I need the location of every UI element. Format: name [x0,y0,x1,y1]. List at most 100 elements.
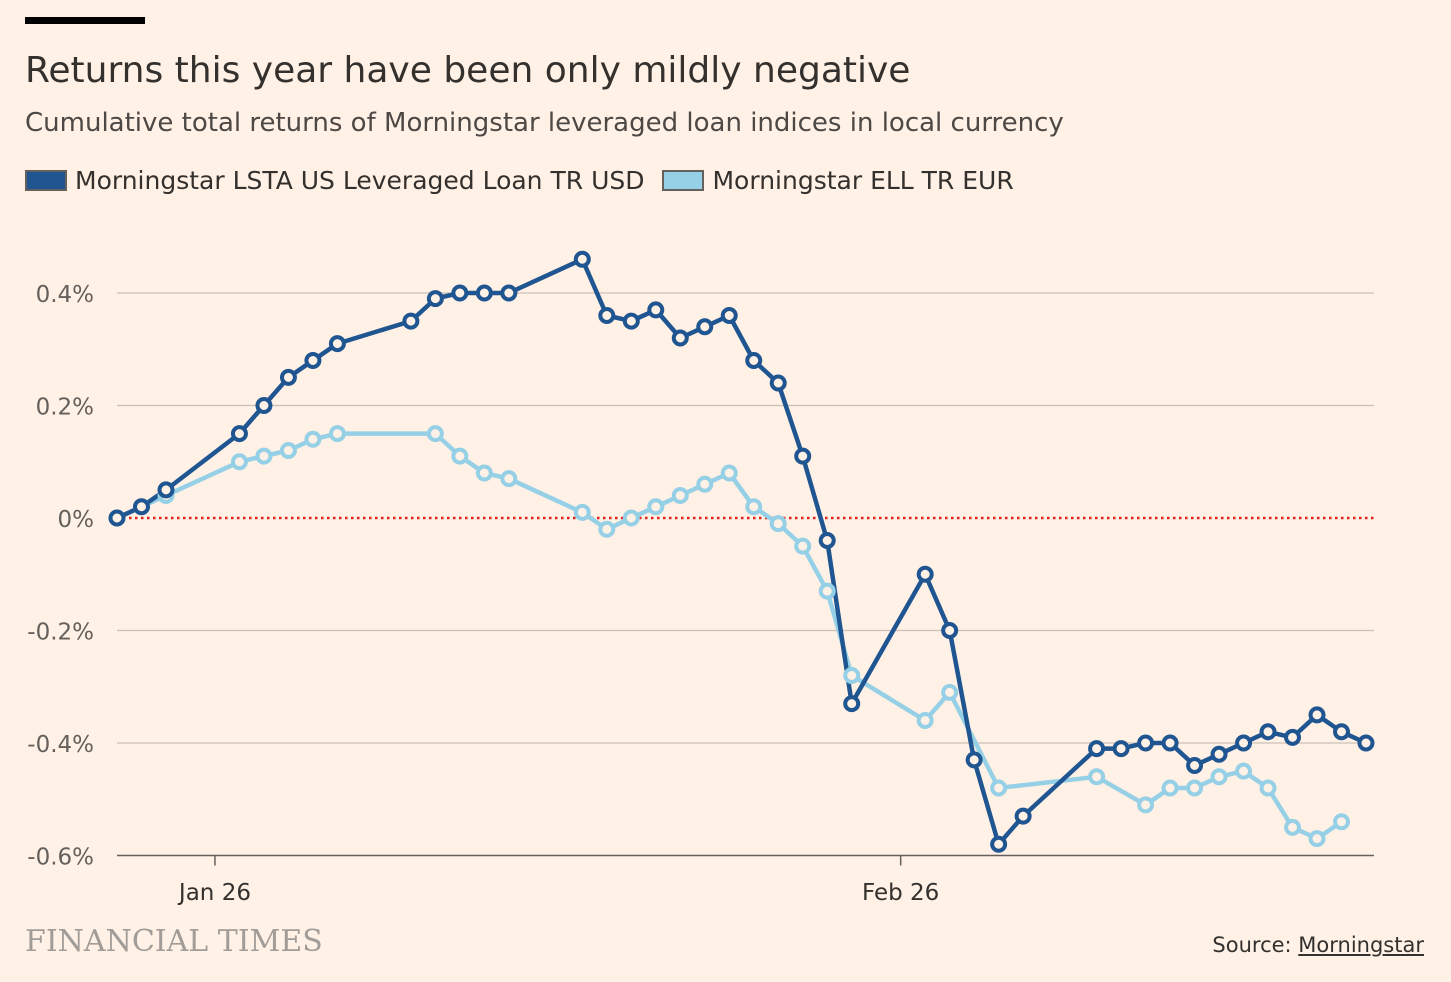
data-point-usd [1259,723,1277,741]
data-point-usd [108,509,126,527]
top-bar-decoration [25,17,145,24]
data-point-eur [1259,779,1277,797]
data-point-eur [990,779,1008,797]
data-point-eur [671,487,689,504]
data-point-usd [916,565,934,583]
series-line-usd [116,257,1367,847]
data-point-eur [720,464,738,482]
data-point-usd [475,284,493,302]
data-point-eur [1235,762,1253,780]
data-point-usd [1308,706,1326,724]
data-point-usd [1284,728,1302,746]
data-point-usd [426,290,444,308]
data-point-eur [573,503,591,521]
data-point-usd [965,751,983,769]
chart-title: Returns this year have been only mildly … [25,50,911,91]
data-point-usd [1333,723,1350,741]
data-point-usd [794,447,812,465]
data-point-usd [843,695,861,713]
series-line-eur [116,431,1343,841]
y-tick-label: -0.4% [27,732,94,758]
y-tick-label: 0.4% [36,282,94,308]
data-point-eur [1333,813,1350,831]
data-point-eur [279,442,297,459]
data-point-eur [304,430,322,448]
y-tick-label: 0% [58,507,95,533]
legend-label-usd: Morningstar LSTA US Leveraged Loan TR US… [75,166,645,195]
data-point-eur [328,425,346,443]
data-point-usd [1186,757,1204,774]
legend-label-eur: Morningstar ELL TR EUR [712,166,1014,195]
data-point-usd [1161,734,1179,752]
data-point-eur [818,582,836,600]
y-tick-label: -0.2% [27,620,94,646]
data-point-usd [745,352,763,369]
data-point-eur [1137,796,1155,814]
data-point-usd [671,329,689,347]
data-point-usd [402,312,420,330]
x-tick-label: Feb 26 [862,880,939,906]
data-point-usd [769,374,787,392]
data-point-usd [573,250,591,268]
data-point-usd [647,301,665,319]
source-link[interactable]: Morningstar [1298,933,1424,957]
data-point-eur [475,464,493,482]
data-point-eur [916,712,934,729]
data-point-usd [1112,740,1130,758]
data-point-eur [1088,768,1106,786]
data-point-usd [1235,734,1253,752]
data-point-eur [794,537,812,555]
data-point-eur [1186,779,1204,797]
data-point-usd [1357,734,1375,752]
data-point-usd [990,835,1008,853]
data-point-eur [769,515,787,533]
data-point-eur [1210,768,1228,786]
legend-swatch-usd [25,170,67,191]
data-point-eur [696,475,714,493]
ft-logo: FINANCIAL TIMES [25,924,323,959]
data-point-eur [1284,818,1302,836]
data-point-eur [255,447,273,465]
legend-item-eur: Morningstar ELL TR EUR [662,166,1014,195]
data-point-usd [1137,734,1155,752]
data-point-eur [647,498,665,516]
data-point-usd [451,284,469,302]
data-point-usd [132,498,150,516]
data-point-usd [304,352,322,369]
data-point-eur [230,453,248,471]
data-point-usd [622,312,640,330]
source-note: Source: Morningstar [1212,933,1424,957]
data-point-eur [843,667,861,684]
source-prefix: Source: [1212,933,1299,957]
data-point-eur [451,447,469,465]
y-tick-label: -0.6% [27,845,94,871]
chart-subtitle: Cumulative total returns of Morningstar … [25,108,1064,138]
legend-item-usd: Morningstar LSTA US Leveraged Loan TR US… [25,166,644,195]
data-point-usd [720,307,738,324]
data-point-eur [1308,830,1326,848]
data-point-eur [426,425,444,443]
data-point-usd [941,622,959,639]
data-point-eur [622,509,640,527]
legend: Morningstar LSTA US Leveraged Loan TR US… [25,166,1032,195]
data-point-usd [328,335,346,353]
data-point-usd [500,284,518,302]
data-point-usd [279,368,297,386]
data-point-usd [818,532,836,549]
data-point-usd [230,425,248,443]
data-point-usd [598,307,616,324]
data-point-usd [1088,740,1106,758]
data-point-eur [598,520,616,538]
data-point-eur [1161,779,1179,797]
data-point-usd [157,481,175,499]
data-point-usd [1014,807,1032,825]
data-point-usd [1210,745,1228,763]
data-point-eur [500,470,518,488]
data-point-usd [696,318,714,336]
data-point-eur [745,498,763,516]
y-tick-label: 0.2% [36,395,94,421]
data-point-usd [255,397,273,414]
x-tick-label: Jan 26 [177,880,251,906]
legend-swatch-eur [662,170,705,191]
